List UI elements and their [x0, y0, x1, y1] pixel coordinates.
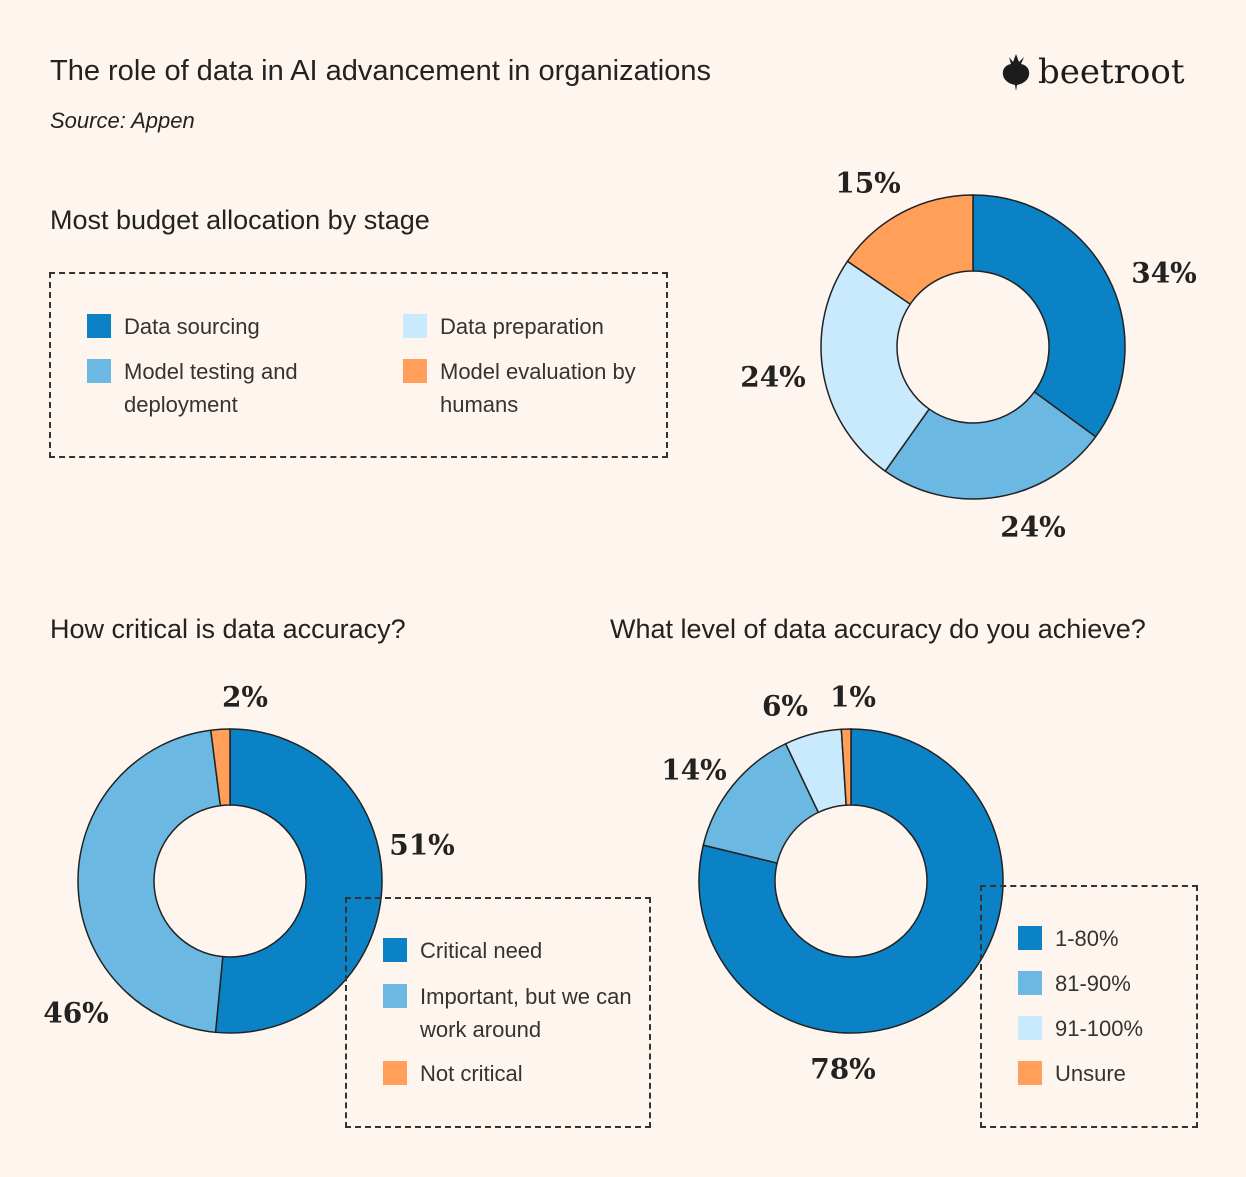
legend-swatch	[1018, 971, 1042, 995]
data-label: 24%	[1000, 510, 1066, 544]
data-label: 24%	[740, 360, 806, 394]
donut-slice-0-1	[884, 390, 1097, 500]
chart3-legend	[980, 885, 1198, 1128]
beetroot-logo: beetroot	[1000, 52, 1185, 92]
legend-swatch	[403, 314, 427, 338]
legend-label: Data sourcing	[124, 314, 260, 339]
legend-label: Not critical	[420, 1061, 523, 1086]
legend-label: Critical need	[420, 938, 543, 963]
donut-slice-0-3	[846, 194, 974, 306]
legend-label: Unsure	[1055, 1061, 1126, 1086]
source-note: Source: Appen	[50, 108, 195, 133]
chart1-legend	[49, 272, 668, 458]
beet-icon	[1002, 54, 1030, 91]
legend-label: 91-100%	[1055, 1016, 1144, 1041]
donut-slice-1-1	[77, 729, 224, 1034]
legend-label: Data preparation	[440, 314, 604, 339]
donut-slice-2-3	[840, 728, 852, 806]
legend-item: Unsure	[1018, 1057, 1126, 1090]
legend-swatch	[87, 314, 111, 338]
legend-item: Model evaluation by humans	[403, 355, 643, 421]
donut-slice-2-0	[698, 728, 1004, 1034]
data-label: 14%	[661, 753, 727, 787]
data-label: 1%	[829, 680, 877, 714]
data-label: 15%	[835, 166, 901, 200]
legend-swatch	[1018, 1016, 1042, 1040]
legend-swatch	[87, 359, 111, 383]
legend-swatch	[383, 1061, 407, 1085]
legend-label: Important, but we can work around	[420, 984, 632, 1042]
legend-swatch	[403, 359, 427, 383]
data-label: 34%	[1131, 256, 1197, 290]
legend-item: 91-100%	[1018, 1012, 1143, 1045]
data-label: 6%	[761, 689, 809, 723]
legend-swatch	[383, 984, 407, 1008]
data-label: 51%	[389, 828, 455, 862]
chart2-title: How critical is data accuracy?	[50, 614, 406, 644]
chart2-legend	[345, 897, 651, 1128]
donut-slice-1-2	[209, 728, 231, 807]
donut-slice-0-0	[972, 194, 1126, 438]
donut-slice-0-2	[820, 260, 931, 473]
legend-swatch	[383, 938, 407, 962]
legend-item: Data sourcing	[87, 310, 260, 343]
legend-label: 81-90%	[1055, 971, 1131, 996]
data-label: 78%	[810, 1052, 876, 1086]
data-label: 46%	[43, 996, 109, 1030]
legend-item: Important, but we can work around	[383, 980, 633, 1046]
legend-item: Not critical	[383, 1057, 523, 1090]
logo-text: beetroot	[1038, 52, 1185, 92]
legend-item: 1-80%	[1018, 922, 1119, 955]
legend-swatch	[1018, 926, 1042, 950]
legend-item: Critical need	[383, 934, 542, 967]
donut-slice-1-0	[214, 728, 383, 1034]
chart3-title: What level of data accuracy do you achie…	[610, 614, 1146, 644]
legend-label: Model evaluation by humans	[440, 359, 636, 417]
page-title: The role of data in AI advancement in or…	[50, 55, 711, 87]
legend-item: Data preparation	[403, 310, 604, 343]
legend-item: Model testing and deployment	[87, 355, 337, 421]
legend-label: 1-80%	[1055, 926, 1119, 951]
legend-label: Model testing and deployment	[124, 359, 298, 417]
legend-item: 81-90%	[1018, 967, 1131, 1000]
chart1-title: Most budget allocation by stage	[50, 205, 430, 235]
data-label: 2%	[221, 680, 269, 714]
legend-swatch	[1018, 1061, 1042, 1085]
